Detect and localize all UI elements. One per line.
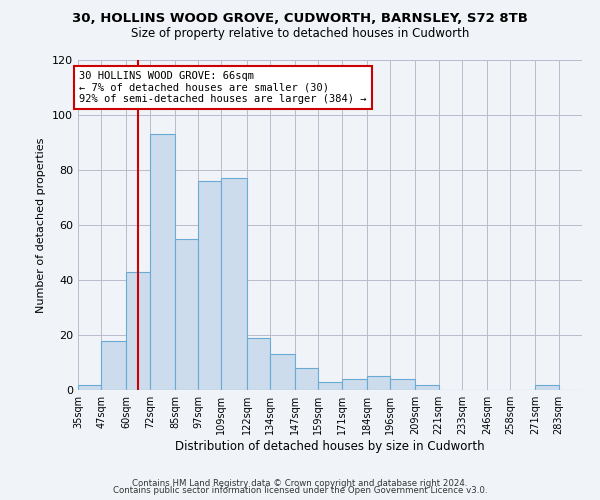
Bar — [295, 368, 319, 390]
Text: 30 HOLLINS WOOD GROVE: 66sqm
← 7% of detached houses are smaller (30)
92% of sem: 30 HOLLINS WOOD GROVE: 66sqm ← 7% of det… — [79, 71, 367, 104]
Bar — [319, 382, 341, 390]
Bar — [78, 384, 101, 390]
Text: 30, HOLLINS WOOD GROVE, CUDWORTH, BARNSLEY, S72 8TB: 30, HOLLINS WOOD GROVE, CUDWORTH, BARNSL… — [72, 12, 528, 26]
Bar — [127, 272, 150, 390]
Bar — [367, 376, 390, 390]
Y-axis label: Number of detached properties: Number of detached properties — [37, 138, 46, 312]
Bar — [341, 379, 367, 390]
Bar — [150, 134, 175, 390]
Text: Contains HM Land Registry data © Crown copyright and database right 2024.: Contains HM Land Registry data © Crown c… — [132, 478, 468, 488]
Bar — [390, 379, 415, 390]
Bar — [270, 354, 295, 390]
X-axis label: Distribution of detached houses by size in Cudworth: Distribution of detached houses by size … — [175, 440, 485, 453]
Bar — [101, 340, 127, 390]
Bar — [175, 239, 198, 390]
Bar — [198, 181, 221, 390]
Bar — [221, 178, 247, 390]
Text: Size of property relative to detached houses in Cudworth: Size of property relative to detached ho… — [131, 28, 469, 40]
Bar — [535, 384, 559, 390]
Bar — [415, 384, 439, 390]
Text: Contains public sector information licensed under the Open Government Licence v3: Contains public sector information licen… — [113, 486, 487, 495]
Bar — [247, 338, 270, 390]
